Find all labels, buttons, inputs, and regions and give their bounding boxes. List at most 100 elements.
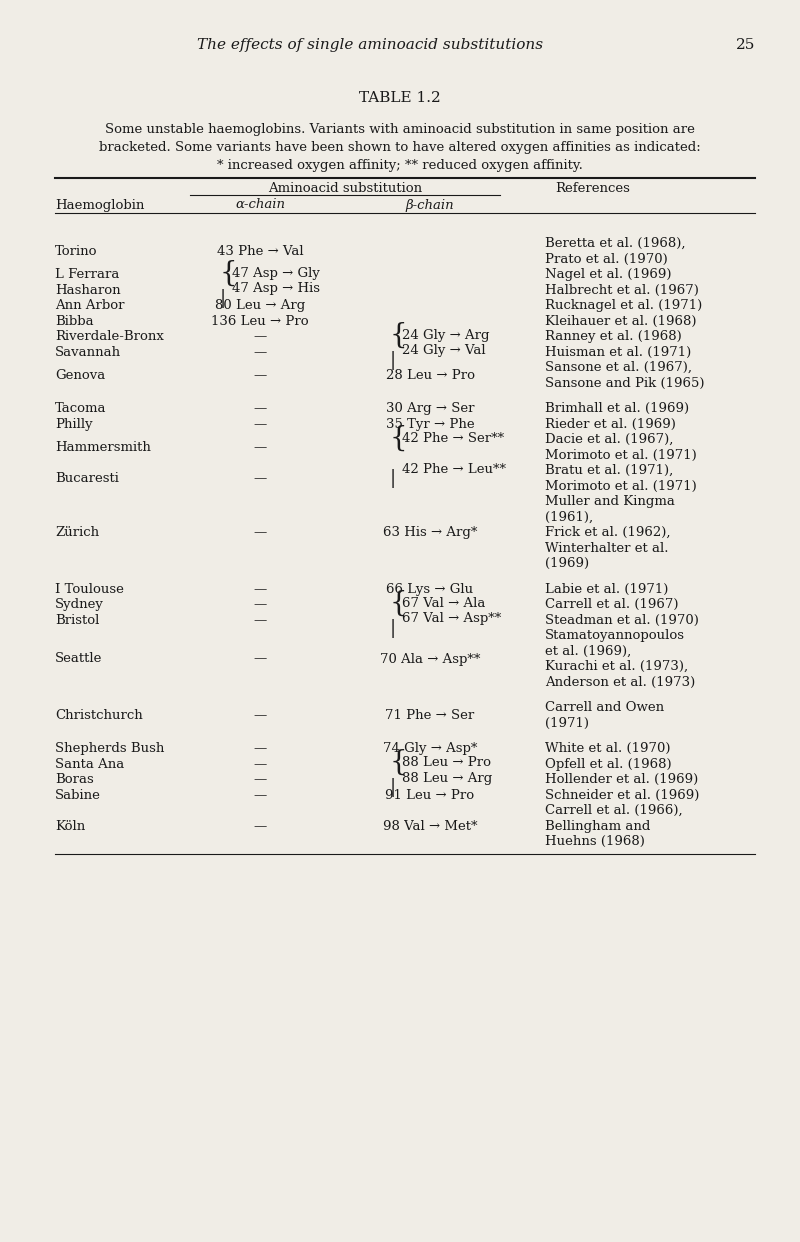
- Text: —: —: [254, 369, 266, 383]
- Text: Winterhalter et al.: Winterhalter et al.: [545, 542, 669, 555]
- Text: |: |: [390, 350, 396, 370]
- Text: —: —: [254, 820, 266, 832]
- Text: 30 Arg → Ser: 30 Arg → Ser: [386, 402, 474, 415]
- Text: β-chain: β-chain: [406, 199, 454, 211]
- Text: 24 Gly → Val: 24 Gly → Val: [402, 344, 486, 358]
- Text: 63 His → Arg*: 63 His → Arg*: [383, 527, 477, 539]
- Text: {: {: [390, 749, 408, 776]
- Text: Sansone and Pik (1965): Sansone and Pik (1965): [545, 376, 705, 390]
- Text: L Ferrara: L Ferrara: [55, 268, 119, 281]
- Text: Nagel et al. (1969): Nagel et al. (1969): [545, 268, 671, 281]
- Text: Some unstable haemoglobins. Variants with aminoacid substitution in same positio: Some unstable haemoglobins. Variants wit…: [105, 123, 695, 137]
- Text: Bellingham and: Bellingham and: [545, 820, 650, 832]
- Text: —: —: [254, 758, 266, 771]
- Text: Muller and Kingma: Muller and Kingma: [545, 496, 675, 508]
- Text: Morimoto et al. (1971): Morimoto et al. (1971): [545, 479, 697, 493]
- Text: Torino: Torino: [55, 245, 98, 258]
- Text: 35 Tyr → Phe: 35 Tyr → Phe: [386, 417, 474, 431]
- Text: (1971): (1971): [545, 717, 589, 730]
- Text: 24 Gly → Arg: 24 Gly → Arg: [402, 329, 490, 342]
- Text: —: —: [254, 582, 266, 596]
- Text: —: —: [254, 743, 266, 755]
- Text: Bratu et al. (1971),: Bratu et al. (1971),: [545, 465, 674, 477]
- Text: Kurachi et al. (1973),: Kurachi et al. (1973),: [545, 661, 688, 673]
- Text: Christchurch: Christchurch: [55, 709, 142, 722]
- Text: Carrell et al. (1967): Carrell et al. (1967): [545, 599, 678, 611]
- Text: {: {: [390, 322, 408, 349]
- Text: Seattle: Seattle: [55, 652, 102, 666]
- Text: —: —: [254, 330, 266, 343]
- Text: et al. (1969),: et al. (1969),: [545, 645, 631, 658]
- Text: Steadman et al. (1970): Steadman et al. (1970): [545, 614, 699, 627]
- Text: Riverdale-Bronx: Riverdale-Bronx: [55, 330, 164, 343]
- Text: Frick et al. (1962),: Frick et al. (1962),: [545, 527, 670, 539]
- Text: Beretta et al. (1968),: Beretta et al. (1968),: [545, 237, 686, 250]
- Text: Huisman et al. (1971): Huisman et al. (1971): [545, 345, 691, 359]
- Text: —: —: [254, 652, 266, 666]
- Text: |: |: [390, 779, 396, 797]
- Text: * increased oxygen affinity; ** reduced oxygen affinity.: * increased oxygen affinity; ** reduced …: [217, 159, 583, 173]
- Text: —: —: [254, 527, 266, 539]
- Text: —: —: [254, 614, 266, 627]
- Text: 71 Phe → Ser: 71 Phe → Ser: [386, 709, 474, 722]
- Text: 91 Leu → Pro: 91 Leu → Pro: [386, 789, 474, 802]
- Text: —: —: [254, 345, 266, 359]
- Text: α-chain: α-chain: [235, 199, 285, 211]
- Text: Rieder et al. (1969): Rieder et al. (1969): [545, 417, 676, 431]
- Text: —: —: [254, 774, 266, 786]
- Text: Philly: Philly: [55, 417, 93, 431]
- Text: Morimoto et al. (1971): Morimoto et al. (1971): [545, 448, 697, 462]
- Text: Sydney: Sydney: [55, 599, 104, 611]
- Text: 67 Val → Asp**: 67 Val → Asp**: [402, 612, 502, 625]
- Text: 47 Asp → His: 47 Asp → His: [232, 282, 320, 296]
- Text: Hasharon: Hasharon: [55, 283, 121, 297]
- Text: —: —: [254, 441, 266, 455]
- Text: (1961),: (1961),: [545, 510, 593, 524]
- Text: Savannah: Savannah: [55, 345, 121, 359]
- Text: 88 Leu → Arg: 88 Leu → Arg: [402, 771, 492, 785]
- Text: Prato et al. (1970): Prato et al. (1970): [545, 253, 668, 266]
- Text: Santa Ana: Santa Ana: [55, 758, 124, 771]
- Text: 74 Gly → Asp*: 74 Gly → Asp*: [383, 743, 477, 755]
- Text: 88 Leu → Pro: 88 Leu → Pro: [402, 756, 491, 769]
- Text: Sabine: Sabine: [55, 789, 101, 802]
- Text: 70 Ala → Asp**: 70 Ala → Asp**: [380, 652, 480, 666]
- Text: Aminoacid substitution: Aminoacid substitution: [268, 181, 422, 195]
- Text: Carrell et al. (1966),: Carrell et al. (1966),: [545, 805, 682, 817]
- Text: 98 Val → Met*: 98 Val → Met*: [382, 820, 478, 832]
- Text: {: {: [390, 590, 408, 617]
- Text: Rucknagel et al. (1971): Rucknagel et al. (1971): [545, 299, 702, 312]
- Text: References: References: [555, 181, 630, 195]
- Text: 25: 25: [736, 39, 755, 52]
- Text: Ranney et al. (1968): Ranney et al. (1968): [545, 330, 682, 343]
- Text: 28 Leu → Pro: 28 Leu → Pro: [386, 369, 474, 383]
- Text: Tacoma: Tacoma: [55, 402, 106, 415]
- Text: Shepherds Bush: Shepherds Bush: [55, 743, 164, 755]
- Text: I Toulouse: I Toulouse: [55, 582, 124, 596]
- Text: bracketed. Some variants have been shown to have altered oxygen affinities as in: bracketed. Some variants have been shown…: [99, 142, 701, 154]
- Text: 136 Leu → Pro: 136 Leu → Pro: [211, 314, 309, 328]
- Text: (1969): (1969): [545, 558, 589, 570]
- Text: |: |: [390, 619, 396, 637]
- Text: —: —: [254, 402, 266, 415]
- Text: Huehns (1968): Huehns (1968): [545, 836, 645, 848]
- Text: {: {: [390, 425, 408, 452]
- Text: Hollender et al. (1969): Hollender et al. (1969): [545, 774, 698, 786]
- Text: 47 Asp → Gly: 47 Asp → Gly: [232, 267, 320, 279]
- Text: Carrell and Owen: Carrell and Owen: [545, 702, 664, 714]
- Text: 66 Lys → Glu: 66 Lys → Glu: [386, 582, 474, 596]
- Text: 42 Phe → Leu**: 42 Phe → Leu**: [402, 463, 506, 476]
- Text: Genova: Genova: [55, 369, 106, 383]
- Text: Kleihauer et al. (1968): Kleihauer et al. (1968): [545, 314, 697, 328]
- Text: Brimhall et al. (1969): Brimhall et al. (1969): [545, 402, 689, 415]
- Text: 67 Val → Ala: 67 Val → Ala: [402, 596, 486, 610]
- Text: Stamatoyannopoulos: Stamatoyannopoulos: [545, 630, 685, 642]
- Text: —: —: [254, 789, 266, 802]
- Text: —: —: [254, 709, 266, 722]
- Text: TABLE 1.2: TABLE 1.2: [359, 91, 441, 106]
- Text: Ann Arbor: Ann Arbor: [55, 299, 125, 312]
- Text: Dacie et al. (1967),: Dacie et al. (1967),: [545, 433, 674, 446]
- Text: Opfell et al. (1968): Opfell et al. (1968): [545, 758, 672, 771]
- Text: —: —: [254, 417, 266, 431]
- Text: {: {: [220, 260, 238, 287]
